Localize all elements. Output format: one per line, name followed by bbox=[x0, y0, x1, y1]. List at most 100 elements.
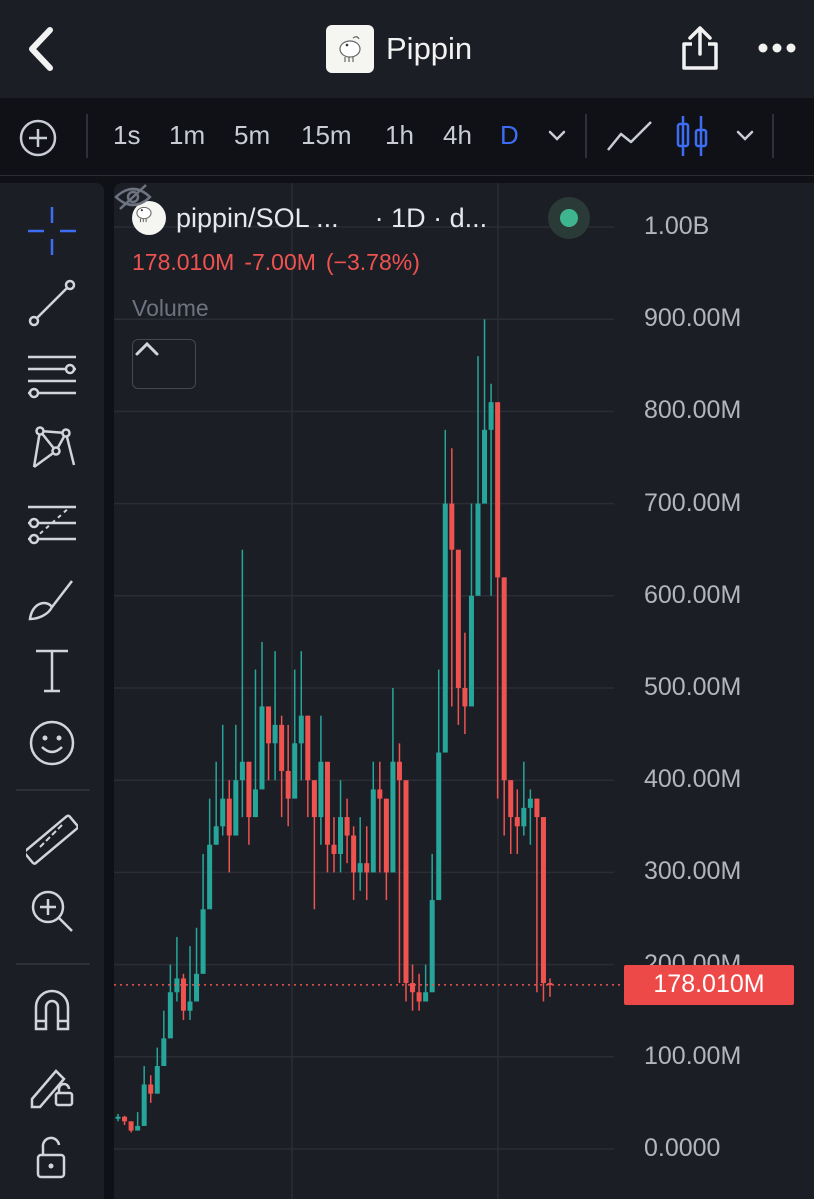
candle-body bbox=[220, 798, 226, 827]
candle-body bbox=[200, 909, 206, 974]
crosshair-icon[interactable] bbox=[26, 205, 78, 257]
candle-body bbox=[226, 798, 232, 836]
pattern-icon[interactable] bbox=[26, 423, 78, 475]
candle-body bbox=[403, 780, 409, 984]
y-tick-label: 1.00B bbox=[644, 212, 710, 240]
candle-body bbox=[390, 761, 396, 873]
change-percent: (−3.78%) bbox=[325, 249, 420, 275]
candle-body bbox=[364, 863, 370, 873]
more-icon[interactable] bbox=[757, 40, 797, 56]
candle-body bbox=[475, 503, 481, 596]
pippin-logo-icon bbox=[326, 25, 374, 73]
horizontal-lines-icon[interactable] bbox=[26, 351, 78, 403]
candle-body bbox=[351, 835, 357, 873]
candle-body bbox=[331, 844, 337, 854]
candle-body bbox=[377, 789, 383, 799]
emoji-icon[interactable] bbox=[26, 717, 78, 769]
candle-body bbox=[514, 817, 520, 827]
candle-body bbox=[547, 983, 553, 986]
timeframe-d[interactable]: D bbox=[500, 120, 519, 150]
candle-body bbox=[285, 770, 291, 799]
candle-body bbox=[449, 503, 455, 550]
share-icon[interactable] bbox=[680, 24, 720, 72]
y-tick-label: 100.00M bbox=[644, 1041, 742, 1070]
eye-off-icon[interactable] bbox=[114, 183, 152, 211]
market-status-icon[interactable] bbox=[548, 197, 590, 239]
y-tick-label: 900.00M bbox=[644, 304, 742, 333]
candle-body bbox=[396, 761, 402, 781]
timeframe-1s[interactable]: 1s bbox=[113, 120, 141, 150]
price-chart[interactable]: pippin/SOL ... · 1D · d... 178.010M -7.00… bbox=[114, 183, 814, 1199]
candle-body bbox=[482, 429, 488, 504]
candle-body bbox=[148, 1084, 154, 1094]
magnet-icon[interactable] bbox=[26, 985, 78, 1037]
volume-label: Volume bbox=[132, 295, 209, 321]
timeframe-4h[interactable]: 4h bbox=[443, 120, 472, 150]
chart-canvas[interactable] bbox=[114, 183, 814, 1199]
chevron-down-icon[interactable] bbox=[734, 126, 756, 144]
candle-body bbox=[187, 1001, 193, 1011]
symbol-interval: · 1D · d... bbox=[374, 202, 488, 233]
candle-body bbox=[383, 798, 389, 873]
close-value: 178.010M bbox=[132, 249, 235, 275]
candle-body bbox=[213, 826, 219, 845]
fib-icon[interactable] bbox=[26, 497, 78, 549]
candlestick-icon[interactable] bbox=[674, 112, 710, 160]
ruler-icon[interactable] bbox=[26, 813, 78, 865]
brush-icon[interactable] bbox=[26, 573, 78, 625]
candle-body bbox=[324, 761, 330, 845]
back-icon[interactable] bbox=[22, 26, 62, 72]
candle-body bbox=[344, 817, 350, 836]
chevron-down-icon[interactable] bbox=[546, 126, 568, 144]
candle-body bbox=[442, 503, 448, 753]
text-icon[interactable] bbox=[26, 645, 78, 697]
candle-body bbox=[462, 688, 468, 707]
candle-body bbox=[311, 780, 317, 818]
collapse-legend-button[interactable] bbox=[132, 339, 196, 389]
lock-drawing-icon[interactable] bbox=[26, 1059, 78, 1111]
timeframe-5m[interactable]: 5m bbox=[234, 120, 271, 150]
candle-body bbox=[416, 992, 422, 1002]
candle-body bbox=[527, 798, 533, 808]
add-indicator-icon[interactable] bbox=[18, 118, 58, 158]
pippin-logo-icon bbox=[132, 201, 166, 235]
trend-line-icon[interactable] bbox=[26, 277, 78, 329]
candle-body bbox=[292, 743, 298, 799]
candle-body bbox=[423, 992, 429, 1002]
timeframe-15m[interactable]: 15m bbox=[301, 120, 352, 150]
candle-body bbox=[436, 752, 442, 901]
lock-icon[interactable] bbox=[26, 1133, 78, 1185]
change-value: -7.00M bbox=[244, 249, 316, 275]
candle-body bbox=[534, 798, 540, 818]
candle-body bbox=[488, 402, 494, 430]
candle-body bbox=[141, 1084, 147, 1126]
candle-body bbox=[154, 1066, 160, 1094]
y-tick-label: 700.00M bbox=[644, 488, 742, 517]
candle-body bbox=[128, 1121, 134, 1131]
candle-body bbox=[252, 789, 258, 818]
candle-body bbox=[455, 549, 461, 688]
candle-body bbox=[338, 817, 344, 854]
timeframe-1h[interactable]: 1h bbox=[385, 120, 414, 150]
candle-body bbox=[239, 761, 245, 781]
y-tick-label: 800.00M bbox=[644, 396, 742, 425]
candle-body bbox=[495, 402, 501, 578]
symbol-name[interactable]: pippin/SOL ... bbox=[176, 202, 339, 233]
candle-body bbox=[410, 983, 416, 993]
y-tick-label: 400.00M bbox=[644, 765, 742, 794]
y-tick-label: 600.00M bbox=[644, 580, 742, 609]
candle-body bbox=[174, 978, 180, 993]
header-title-group: Pippin bbox=[326, 25, 472, 73]
zoom-icon[interactable] bbox=[26, 885, 78, 937]
chart-toolbar: 1s 1m 5m 15m 1h 4h D bbox=[0, 98, 814, 176]
candle-body bbox=[298, 715, 304, 744]
candle-body bbox=[122, 1116, 128, 1122]
candle-body bbox=[521, 807, 527, 827]
candle-body bbox=[272, 724, 278, 744]
candle-body bbox=[468, 595, 474, 707]
y-tick-label: 0.0000 bbox=[644, 1134, 721, 1162]
chevron-up-icon bbox=[135, 341, 159, 356]
line-chart-icon[interactable] bbox=[605, 116, 655, 156]
timeframe-1m[interactable]: 1m bbox=[169, 120, 206, 150]
ohlc-values: 178.010M -7.00M (−3.78%) bbox=[132, 249, 430, 276]
